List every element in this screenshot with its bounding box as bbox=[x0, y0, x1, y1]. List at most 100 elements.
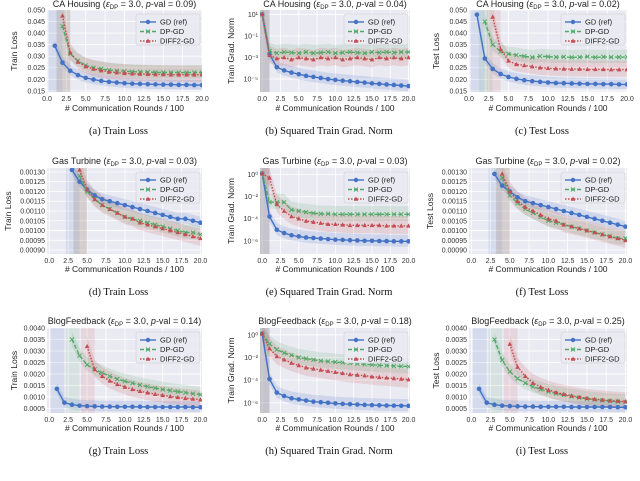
y-tick-label: 0.00120 bbox=[20, 189, 45, 196]
data-point-diff2 bbox=[615, 235, 621, 241]
data-point-dp bbox=[190, 391, 196, 397]
data-point-diff2 bbox=[538, 212, 543, 217]
data-point-gd bbox=[569, 81, 574, 86]
data-point-gd bbox=[190, 218, 196, 224]
data-point-gd bbox=[311, 399, 316, 404]
data-point-gd bbox=[145, 404, 150, 410]
confidence-band-gd bbox=[54, 40, 202, 90]
data-point-diff2 bbox=[615, 398, 621, 403]
data-point-gd bbox=[91, 77, 96, 82]
data-point-dp bbox=[406, 49, 410, 55]
early-band-dp bbox=[260, 168, 270, 254]
early-band-dp bbox=[260, 328, 270, 413]
data-point-dp bbox=[369, 211, 375, 217]
data-point-dp bbox=[369, 49, 375, 55]
x-tick-label: 0.0 bbox=[44, 417, 54, 424]
legend-label-dp: DP-GD bbox=[160, 345, 185, 354]
data-point-dp bbox=[553, 54, 559, 60]
data-point-gd bbox=[492, 402, 497, 408]
x-tick-label: 20.0 bbox=[402, 96, 416, 103]
data-point-gd bbox=[191, 82, 197, 88]
subfigure-caption: (h) Squared Train Grad. Norm bbox=[265, 446, 392, 457]
y-tick-label: 0.040 bbox=[449, 31, 467, 38]
data-point-gd bbox=[376, 238, 382, 244]
data-point-dp bbox=[398, 363, 404, 369]
data-point-gd bbox=[340, 237, 345, 243]
data-point-diff2 bbox=[362, 56, 367, 61]
data-point-diff2 bbox=[122, 70, 127, 76]
data-point-gd bbox=[576, 404, 582, 410]
confidence-band-gd bbox=[476, 10, 627, 89]
x-axis-label: # Communication Rounds / 100 bbox=[488, 264, 607, 274]
data-point-diff2 bbox=[623, 399, 627, 404]
data-point-gd bbox=[99, 404, 105, 409]
data-point-diff2 bbox=[160, 226, 165, 231]
y-tick-label: 10⁰ bbox=[247, 171, 258, 179]
data-point-diff2 bbox=[376, 374, 382, 380]
data-point-diff2 bbox=[369, 57, 375, 62]
x-tick-label: 0.0 bbox=[257, 258, 267, 265]
data-point-gd bbox=[183, 404, 188, 410]
data-point-diff2 bbox=[515, 364, 520, 369]
data-point-gd bbox=[106, 79, 112, 85]
data-point-gd bbox=[281, 393, 287, 399]
data-point-diff2 bbox=[522, 62, 527, 68]
data-point-gd bbox=[152, 210, 158, 216]
y-tick-label: 0.00120 bbox=[442, 189, 467, 196]
legend-label-diff2: DIFF2-GD bbox=[368, 355, 403, 364]
data-point-dp bbox=[145, 384, 150, 389]
data-point-diff2 bbox=[84, 187, 90, 192]
legend-label-dp: DP-GD bbox=[585, 185, 610, 194]
data-point-gd bbox=[592, 216, 597, 222]
data-point-dp bbox=[289, 50, 294, 55]
data-point-gd bbox=[584, 404, 590, 410]
y-tick-label: 0.00115 bbox=[442, 199, 467, 206]
data-point-gd bbox=[160, 404, 165, 410]
data-point-gd bbox=[281, 230, 287, 236]
data-point-diff2 bbox=[376, 54, 382, 60]
data-point-dp bbox=[406, 364, 410, 369]
y-tick-label: 10⁻¹ bbox=[244, 33, 258, 40]
data-point-gd bbox=[585, 81, 590, 87]
data-point-gd bbox=[522, 77, 527, 83]
y-tick-label: 0.030 bbox=[449, 54, 467, 61]
early-band-gd bbox=[473, 328, 487, 413]
data-point-dp bbox=[406, 211, 410, 217]
x-tick-label: 7.5 bbox=[524, 258, 534, 265]
data-point-gd bbox=[69, 402, 75, 408]
early-band-gd bbox=[50, 328, 65, 413]
data-point-gd bbox=[530, 404, 536, 409]
data-point-gd bbox=[369, 402, 375, 408]
x-tick-label: 7.5 bbox=[101, 417, 111, 424]
data-point-dp bbox=[499, 357, 505, 363]
data-point-diff2 bbox=[190, 233, 196, 239]
data-point-dp bbox=[376, 50, 382, 55]
data-point-gd bbox=[391, 403, 397, 408]
x-tick-label: 0.0 bbox=[42, 96, 52, 103]
x-tick-label: 15.0 bbox=[581, 96, 595, 103]
data-point-gd bbox=[576, 212, 582, 218]
y-tick-label: 0.0015 bbox=[24, 383, 46, 390]
confidence-band-diff2 bbox=[509, 334, 626, 409]
data-point-diff2 bbox=[160, 392, 165, 398]
data-point-dp bbox=[114, 376, 120, 382]
data-point-diff2 bbox=[616, 67, 622, 72]
data-point-gd bbox=[160, 212, 165, 218]
data-point-gd bbox=[176, 82, 182, 88]
y-axis-label: Train Loss bbox=[9, 31, 19, 70]
data-point-diff2 bbox=[199, 72, 202, 77]
data-point-diff2 bbox=[584, 228, 590, 233]
data-point-gd bbox=[303, 235, 309, 240]
data-point-gd bbox=[391, 82, 397, 88]
y-axis-label: Train Loss bbox=[3, 191, 13, 230]
data-point-dp bbox=[577, 54, 582, 60]
data-point-diff2 bbox=[267, 52, 272, 58]
data-point-gd bbox=[60, 60, 65, 65]
early-band-dp bbox=[56, 10, 71, 92]
data-point-gd bbox=[514, 76, 519, 82]
data-point-diff2 bbox=[311, 57, 316, 62]
early-band-diff2 bbox=[260, 168, 270, 254]
data-point-diff2 bbox=[577, 66, 582, 71]
data-point-dp bbox=[167, 388, 173, 393]
data-point-diff2 bbox=[398, 223, 404, 228]
